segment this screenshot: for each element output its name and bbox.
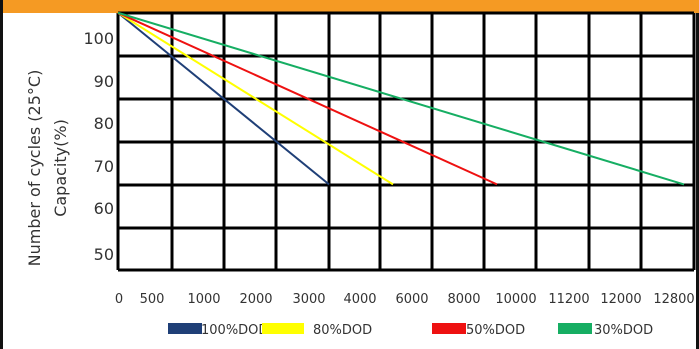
y-axis-title: Number of cycles (25°C) Capacity(%) [25, 70, 70, 267]
legend-label: 30%DOD [594, 323, 653, 338]
x-tick-label: 8000 [447, 292, 480, 307]
legend: 100%DOD 80%DOD 50%DOD 30%DOD [168, 323, 653, 338]
legend-swatch [262, 323, 304, 334]
series-lines [117, 11, 685, 186]
x-tick-label: 12000 [600, 292, 641, 307]
x-tick-label: 2000 [239, 292, 272, 307]
x-tick-label: 12800 [653, 292, 694, 307]
y-tick-label: 80 [94, 114, 114, 133]
grid [116, 11, 696, 272]
x-tick-label: 6000 [395, 292, 428, 307]
title-band [3, 0, 699, 13]
x-tick-label: 11200 [548, 292, 589, 307]
x-tick-label: 10000 [495, 292, 536, 307]
x-tick-label: 4000 [343, 292, 376, 307]
legend-label: 80%DOD [313, 323, 372, 338]
legend-swatch [168, 323, 202, 334]
y-axis-title-line2: Capacity(%) [51, 119, 70, 217]
x-tick-label: 0 [115, 292, 123, 307]
y-tick-labels: 50 60 70 80 90 100 [83, 29, 114, 264]
x-tick-label: 1000 [187, 292, 220, 307]
x-tick-label: 500 [140, 292, 165, 307]
legend-swatch [432, 323, 466, 334]
x-tick-labels: 0 500 1000 2000 3000 4000 6000 8000 10000 11200 12… [115, 292, 695, 307]
legend-swatch [558, 323, 592, 334]
legend-label: 50%DOD [466, 323, 525, 338]
y-axis-title-line1: Number of cycles (25°C) [25, 70, 44, 267]
series-line-100pctdod [117, 12, 330, 186]
legend-label: 100%DOD [201, 323, 268, 338]
y-tick-label: 90 [94, 72, 114, 91]
series-line-50pctdod [117, 11, 498, 186]
y-tick-label: 100 [83, 29, 114, 48]
x-tick-label: 3000 [292, 292, 325, 307]
y-tick-label: 70 [94, 157, 114, 176]
y-tick-label: 60 [94, 199, 114, 218]
series-line-30pctdod [117, 11, 685, 186]
series-line-80pctdod [117, 11, 394, 186]
y-tick-label: 50 [94, 245, 114, 264]
